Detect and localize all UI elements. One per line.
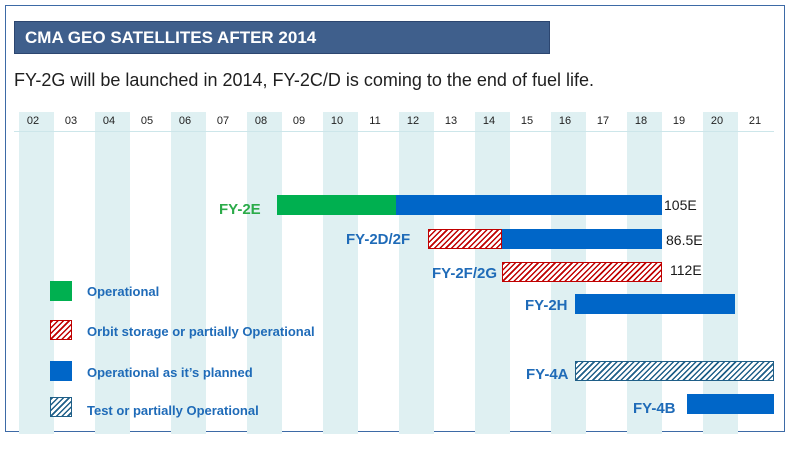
- satellite-label-fy-2d-2f: FY-2D/2F: [346, 231, 411, 248]
- year-label: 21: [748, 115, 762, 127]
- bar-planned: [502, 229, 662, 249]
- page-title: CMA GEO SATELLITES AFTER 2014: [25, 28, 317, 47]
- orbit-position: 86.5E: [666, 232, 703, 248]
- year-stripe: [95, 112, 130, 434]
- legend-swatch-storage: [50, 320, 72, 340]
- axis-divider: [14, 131, 774, 132]
- satellite-label-fy-4b: FY-4B: [633, 400, 676, 417]
- legend-label: Operational: [87, 284, 160, 299]
- satellite-label-fy-4a: FY-4A: [526, 366, 569, 383]
- bar-storage: [502, 262, 662, 282]
- bar-test: [575, 361, 774, 381]
- bar-operational: [277, 195, 396, 215]
- legend-label: Orbit storage or partially Operational: [87, 324, 315, 339]
- satellite-label-fy-2e: FY-2E: [219, 201, 261, 218]
- year-stripe: [703, 112, 738, 434]
- year-stripe: [323, 112, 358, 434]
- year-stripe: [399, 112, 434, 434]
- year-stripe: [171, 112, 206, 434]
- legend-swatch-test: [50, 397, 72, 417]
- year-label: 10: [330, 115, 344, 127]
- year-label: 15: [520, 115, 534, 127]
- year-label: 02: [26, 115, 40, 127]
- legend-label: Operational as it’s planned: [87, 365, 253, 380]
- satellite-label-fy-2f-2g: FY-2F/2G: [432, 265, 498, 282]
- bar-planned: [396, 195, 662, 215]
- year-label: 12: [406, 115, 420, 127]
- year-axis: 02 03 04 05 06 07 08 09 10 11 12 13 14 1…: [14, 112, 774, 132]
- legend-swatch-operational: [50, 281, 72, 301]
- year-label: 04: [102, 115, 116, 127]
- orbit-position: 112E: [670, 262, 702, 278]
- year-label: 06: [178, 115, 192, 127]
- chart-frame: [5, 5, 785, 432]
- bar-planned: [687, 394, 774, 414]
- year-label: 07: [216, 115, 230, 127]
- title-bar: CMA GEO SATELLITES AFTER 2014: [14, 21, 550, 54]
- year-label: 08: [254, 115, 268, 127]
- bar-planned: [575, 294, 735, 314]
- satellite-label-fy-2h: FY-2H: [525, 297, 568, 314]
- year-label: 20: [710, 115, 724, 127]
- bar-storage: [428, 229, 502, 249]
- legend-swatch-planned: [50, 361, 72, 381]
- orbit-position: 105E: [664, 197, 697, 213]
- year-label: 13: [444, 115, 458, 127]
- year-label: 16: [558, 115, 572, 127]
- year-label: 14: [482, 115, 496, 127]
- year-label: 11: [369, 115, 381, 127]
- year-label: 18: [634, 115, 648, 127]
- year-label: 03: [64, 115, 78, 127]
- year-label: 19: [672, 115, 686, 127]
- legend-label: Test or partially Operational: [87, 403, 259, 418]
- year-label: 17: [596, 115, 610, 127]
- year-stripe: [19, 112, 54, 434]
- year-label: 05: [140, 115, 154, 127]
- year-label: 09: [292, 115, 306, 127]
- year-stripe: [247, 112, 282, 434]
- subtitle: FY-2G will be launched in 2014, FY-2C/D …: [14, 70, 594, 90]
